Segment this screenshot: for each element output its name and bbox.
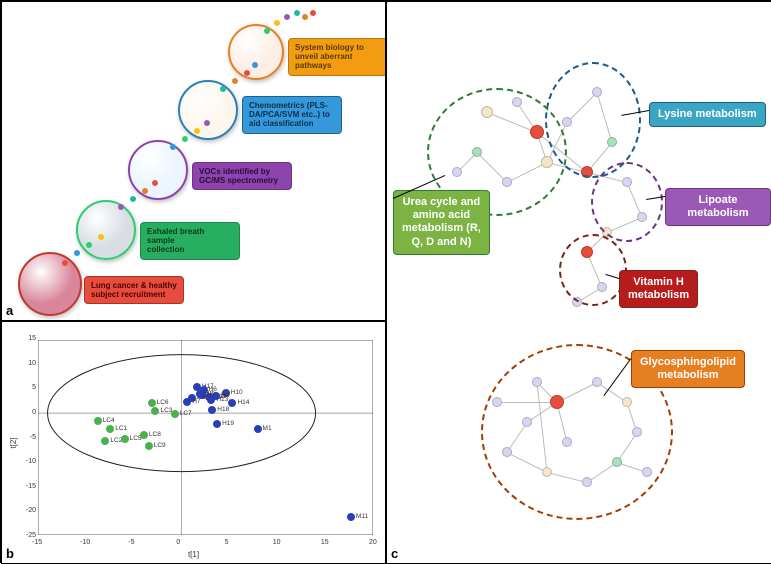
- trail-dot: [294, 10, 300, 16]
- trail-dot: [220, 86, 226, 92]
- scatter-axes: [38, 340, 373, 535]
- xtick: 15: [321, 539, 329, 546]
- xtick: -10: [80, 539, 90, 546]
- point-label: LC8: [149, 431, 161, 438]
- point-cancer: [148, 399, 156, 407]
- workflow-label-2: VOCs identified byGC/MS spectrometry: [192, 162, 292, 190]
- point-label: H18: [217, 406, 229, 413]
- workflow-label-0: Lung cancer & healthysubject recruitment: [84, 276, 184, 304]
- workflow-circle-0: [18, 252, 82, 316]
- panel-c-label: c: [391, 546, 398, 561]
- y-axis-label: t[2]: [9, 437, 18, 448]
- ytick: -20: [18, 507, 36, 514]
- panel-b-label: b: [6, 546, 14, 561]
- point-cancer: [94, 417, 102, 425]
- trail-dot: [264, 28, 270, 34]
- trail-dot: [170, 144, 176, 150]
- trail-dot: [182, 136, 188, 142]
- pathway-cluster-3: [559, 234, 627, 306]
- panel-c: Lysine metabolism Lipoate metabolism Urea …: [386, 1, 771, 564]
- point-cancer: [106, 425, 114, 433]
- xtick: 0: [176, 539, 180, 546]
- trail-dot: [274, 20, 280, 26]
- workflow-label-4: System biology tounveil aberrantpathways: [288, 38, 386, 76]
- x-axis-label: t[1]: [188, 550, 199, 559]
- workflow-circle-1: [76, 200, 136, 260]
- point-cancer: [145, 442, 153, 450]
- trail-dot: [130, 196, 136, 202]
- trail-dot: [244, 70, 250, 76]
- trail-dot: [86, 242, 92, 248]
- trail-dot: [194, 128, 200, 134]
- trail-dot: [232, 78, 238, 84]
- ytick: -10: [18, 458, 36, 465]
- point-label: M11: [356, 513, 368, 520]
- pathway-label-3: Vitamin Hmetabolism: [619, 270, 698, 308]
- point-healthy: [183, 398, 191, 406]
- xtick: 20: [369, 539, 377, 546]
- trail-dot: [284, 14, 290, 20]
- point-label: LC7: [180, 410, 192, 417]
- ytick: -5: [18, 434, 36, 441]
- pathway-cluster-1: [591, 162, 663, 242]
- pathway-label-0: Lysine metabolism: [649, 102, 766, 127]
- point-label: LC1: [115, 425, 127, 432]
- figure-grid: Lung cancer & healthysubject recruitment…: [0, 0, 771, 563]
- point-label: H10: [231, 389, 243, 396]
- trail-dot: [252, 62, 258, 68]
- trail-dot: [62, 260, 68, 266]
- xtick: 5: [225, 539, 229, 546]
- panel-a: Lung cancer & healthysubject recruitment…: [1, 1, 386, 321]
- ytick: 0: [18, 409, 36, 416]
- point-label: H14: [237, 399, 249, 406]
- workflow-circle-4: [228, 24, 284, 80]
- trail-dot: [142, 188, 148, 194]
- point-label: LC9: [154, 442, 166, 449]
- point-label: LC4: [103, 417, 115, 424]
- point-healthy: [196, 390, 204, 398]
- pathway-label-1: Lipoate metabolism: [665, 188, 771, 226]
- point-healthy: [213, 420, 221, 428]
- trail-dot: [118, 204, 124, 210]
- trail-dot: [302, 14, 308, 20]
- xtick: 10: [273, 539, 281, 546]
- trail-dot: [98, 234, 104, 240]
- point-label: M1: [263, 425, 272, 432]
- panel-b: t[1] t[2] LC6LC3LC7LC4LC1LC2LC5LC8LC9H17…: [1, 321, 386, 564]
- panel-a-label: a: [6, 303, 13, 318]
- point-healthy: [254, 425, 262, 433]
- trail-dot: [204, 120, 210, 126]
- point-cancer: [171, 410, 179, 418]
- trail-dot: [310, 10, 316, 16]
- workflow-label-3: Chemometrics (PLS-DA/PCA/SVM etc..) toai…: [242, 96, 342, 134]
- ytick: 5: [18, 384, 36, 391]
- workflow-label-1: Exhaled breath samplecollection: [140, 222, 240, 260]
- point-label: H7: [192, 398, 200, 405]
- ytick: 10: [18, 360, 36, 367]
- xtick: -5: [128, 539, 134, 546]
- workflow-circle-2: [128, 140, 188, 200]
- ytick: 15: [18, 335, 36, 342]
- point-cancer: [121, 435, 129, 443]
- ytick: -25: [18, 532, 36, 539]
- point-label: H4: [221, 392, 229, 399]
- point-label: LC6: [157, 399, 169, 406]
- pathway-label-2: Urea cycle andamino acidmetabolism (R,Q,…: [393, 190, 490, 255]
- pathway-label-4: Glycosphingolipidmetabolism: [631, 350, 745, 388]
- point-cancer: [140, 431, 148, 439]
- trail-dot: [152, 180, 158, 186]
- point-label: H19: [222, 420, 234, 427]
- trail-dot: [74, 250, 80, 256]
- xtick: -15: [32, 539, 42, 546]
- workflow-circle-3: [178, 80, 238, 140]
- ytick: -15: [18, 483, 36, 490]
